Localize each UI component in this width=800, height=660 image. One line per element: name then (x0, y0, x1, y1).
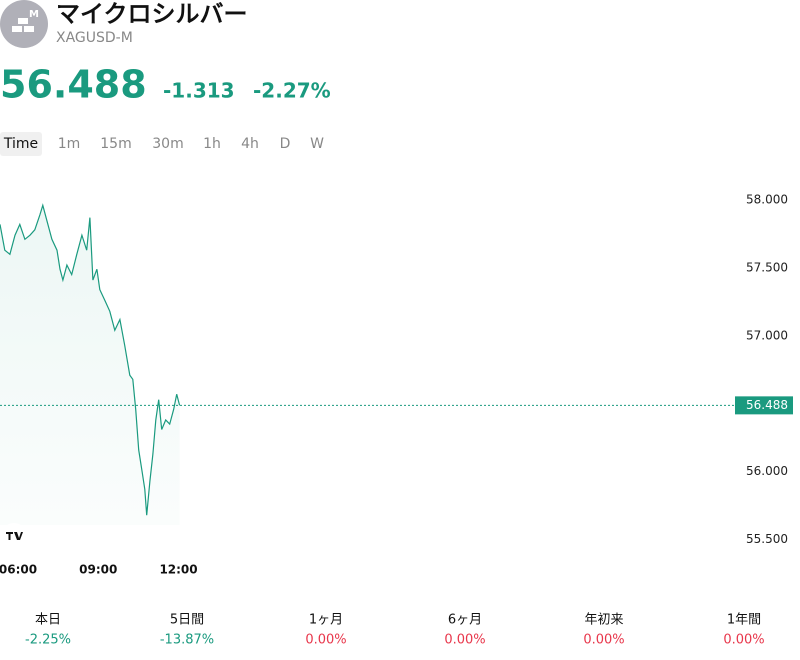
interval-tab[interactable]: 15m (100, 136, 131, 152)
period-label: 1ヶ月 (309, 613, 343, 628)
interval-tab[interactable]: D (280, 136, 291, 152)
period-change: 0.00% (723, 633, 764, 648)
x-tick-label: 12:00 (159, 563, 197, 577)
price-tag: 56.488 (746, 398, 788, 412)
interval-tab[interactable]: W (310, 136, 324, 152)
period-label: 年初来 (584, 613, 623, 628)
interval-tab[interactable]: Time (3, 136, 38, 152)
icon-badge: M (29, 9, 39, 20)
title: マイクロシルバー (56, 0, 248, 28)
period-label: 1年間 (727, 613, 761, 628)
period-change: 0.00% (583, 633, 624, 648)
tv-logo (1, 523, 27, 549)
symbol-icon: M (0, 0, 48, 48)
x-tick-label: 09:00 (79, 563, 117, 577)
interval-tab[interactable]: 1m (58, 136, 81, 152)
interval-tab[interactable]: 30m (152, 136, 183, 152)
period-label: 本日 (35, 613, 61, 628)
period-label: 5日間 (170, 613, 204, 628)
interval-tab[interactable]: 4h (241, 136, 259, 152)
price-line (0, 203, 181, 516)
y-tick-label: 57.000 (746, 328, 788, 342)
period-change: 0.00% (305, 633, 346, 648)
price: 56.488 (0, 63, 147, 107)
y-tick-label: 57.500 (746, 260, 788, 274)
active-tab-bg (0, 132, 42, 156)
y-tick-label: 56.000 (746, 464, 788, 478)
period-label: 6ヶ月 (448, 613, 482, 628)
price-tag-bg (735, 396, 793, 415)
interval-tab[interactable]: 1h (203, 136, 221, 152)
change: -1.313 (163, 79, 235, 103)
y-tick-label: 55.500 (746, 532, 788, 546)
period-change: 0.00% (444, 633, 485, 648)
period-change: -13.87% (160, 633, 214, 648)
area (0, 205, 180, 526)
change-percent: -2.27% (253, 79, 331, 103)
x-tick-label: 06:00 (0, 563, 37, 577)
symbol: XAGUSD-M (56, 30, 133, 46)
y-tick-label: 58.000 (746, 192, 788, 206)
period-change: -2.25% (25, 633, 71, 648)
